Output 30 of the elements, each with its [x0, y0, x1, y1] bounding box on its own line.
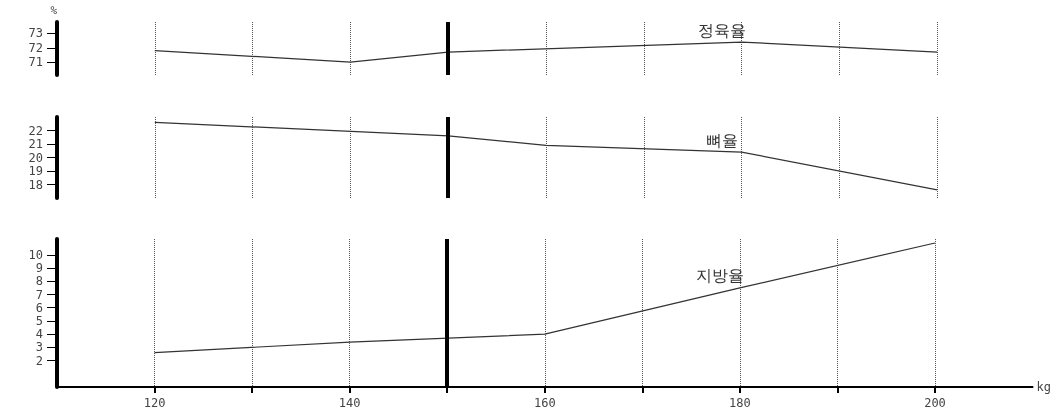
- series-label: 정육율: [697, 20, 746, 40]
- y-tick-label: 71: [28, 55, 43, 70]
- x-axis-title: kg: [1036, 380, 1051, 394]
- y-tick-label: 2: [35, 353, 43, 368]
- y-tick-label: 3: [35, 340, 43, 355]
- x-tick-label: 200: [924, 396, 946, 410]
- y-tick-label: 4: [35, 327, 43, 342]
- y-axis-title: %: [50, 4, 58, 17]
- y-tick-label: 10: [28, 247, 43, 262]
- y-tick-label: 8: [35, 274, 43, 289]
- y-tick-label: 9: [35, 261, 43, 276]
- x-tick-label: 180: [729, 396, 751, 410]
- x-tick-label: 120: [143, 396, 166, 410]
- y-tick-label: 6: [35, 300, 43, 315]
- series-label: 지방율: [695, 266, 744, 286]
- y-tick-label: 20: [28, 150, 43, 165]
- x-tick-label: 160: [533, 396, 556, 410]
- x-tick-label: 140: [338, 396, 361, 410]
- y-tick-label: 22: [28, 123, 43, 138]
- series-label: 뼈율: [705, 130, 738, 150]
- line-series: [154, 41, 938, 63]
- line-series: [154, 121, 938, 191]
- y-tick-label: 73: [28, 26, 43, 41]
- y-tick-label: 18: [28, 177, 43, 192]
- y-tick-label: 5: [35, 313, 43, 328]
- y-tick-label: 72: [28, 40, 43, 55]
- y-tick-label: 21: [28, 137, 43, 151]
- line-series: [153, 242, 936, 354]
- y-tick-label: 7: [35, 287, 43, 302]
- y-tick-label: 19: [28, 164, 43, 178]
